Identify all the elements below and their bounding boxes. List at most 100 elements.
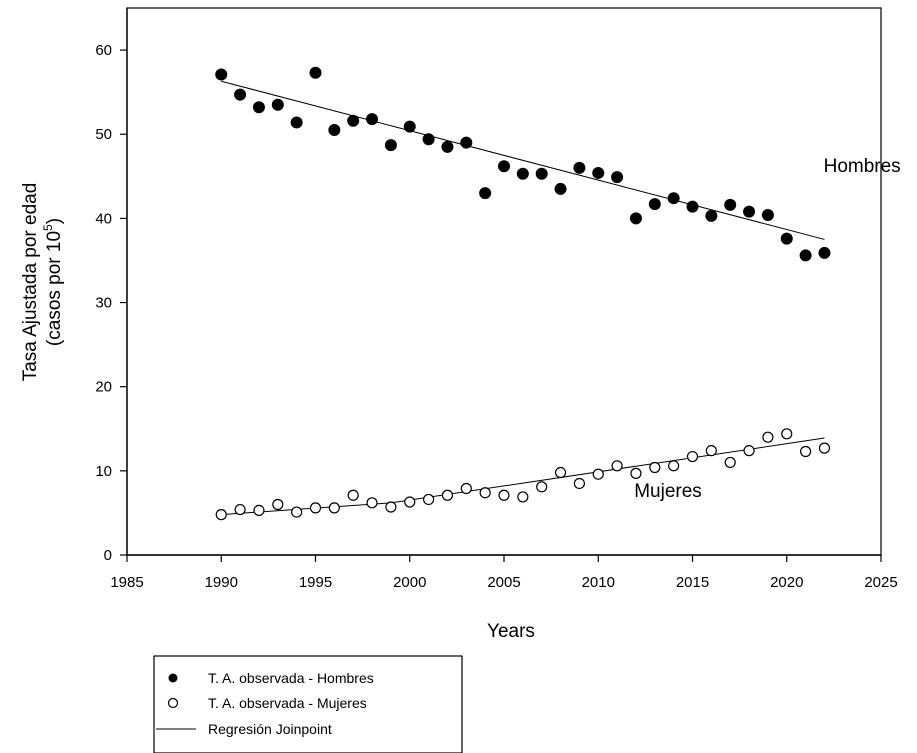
y-tick-label: 30 xyxy=(95,295,112,312)
point-hombres xyxy=(667,192,680,205)
point-hombres xyxy=(441,140,454,153)
point-hombres xyxy=(724,198,737,211)
point-mujeres xyxy=(630,467,642,479)
x-tick-label: 2020 xyxy=(770,574,803,591)
point-mujeres xyxy=(234,503,246,516)
legend-marker-mujeres xyxy=(167,697,179,709)
series-annotations: Hombres Mujeres xyxy=(634,156,900,502)
legend-marker-hombres xyxy=(168,673,178,683)
point-hombres xyxy=(761,209,774,222)
x-tick-label: 1990 xyxy=(205,574,238,591)
point-mujeres xyxy=(498,489,510,501)
point-mujeres xyxy=(592,468,604,480)
y-axis-title: Tasa Ajustada por edad (casos por 105) xyxy=(20,183,65,382)
point-hombres xyxy=(271,98,284,111)
point-mujeres xyxy=(479,487,491,499)
y-tick-label: 20 xyxy=(95,379,112,396)
point-mujeres xyxy=(536,481,548,493)
point-mujeres xyxy=(404,496,416,508)
x-tick-label: 2005 xyxy=(487,574,520,591)
point-mujeres xyxy=(423,493,435,506)
point-hombres xyxy=(422,133,435,146)
point-mujeres xyxy=(799,445,812,458)
point-hombres xyxy=(611,171,624,184)
regression-lines xyxy=(221,80,825,516)
point-mujeres xyxy=(611,460,623,472)
point-mujeres xyxy=(554,466,567,479)
y-axis-title-line2-text: (casos por 10 xyxy=(44,231,65,346)
y-tick-label: 60 xyxy=(95,42,112,59)
point-mujeres xyxy=(649,461,661,474)
point-hombres xyxy=(290,116,303,129)
x-axis-title: Years xyxy=(487,621,535,642)
x-tick-label: 2015 xyxy=(676,574,709,591)
point-hombres xyxy=(384,139,397,152)
regression-line-hombres xyxy=(221,80,825,240)
regression-line-mujeres xyxy=(221,437,825,516)
point-hombres xyxy=(686,200,699,213)
legend: T. A. observada - Hombres T. A. observad… xyxy=(153,655,463,753)
point-hombres xyxy=(234,88,247,101)
x-tick-label: 2025 xyxy=(864,574,897,591)
point-hombres xyxy=(309,66,322,79)
point-hombres xyxy=(535,167,548,180)
point-hombres xyxy=(743,205,756,218)
point-mujeres xyxy=(309,502,322,514)
point-hombres xyxy=(573,161,586,174)
x-tick-label: 1995 xyxy=(299,574,332,591)
point-hombres xyxy=(629,212,642,225)
point-mujeres xyxy=(724,456,736,469)
y-tick-label: 10 xyxy=(95,463,112,480)
y-tick-label: 40 xyxy=(95,210,112,227)
point-hombres xyxy=(799,249,812,262)
legend-label-hombres: T. A. observada - Hombres xyxy=(208,670,374,686)
point-hombres xyxy=(554,182,567,195)
point-mujeres xyxy=(441,489,454,501)
legend-label-mujeres: T. A. observada - Mujeres xyxy=(208,695,367,711)
y-tick-label: 50 xyxy=(95,126,112,143)
point-hombres xyxy=(479,187,492,200)
point-mujeres xyxy=(818,442,831,454)
point-mujeres xyxy=(460,482,472,495)
x-ticks: 1985 1990 1995 2000 2005 2010 2015 2020 2025 xyxy=(110,555,898,591)
point-hombres xyxy=(648,198,661,211)
point-mujeres xyxy=(668,460,680,472)
data-points xyxy=(215,66,831,521)
point-mujeres xyxy=(291,506,303,518)
point-mujeres xyxy=(328,502,340,514)
legend-box xyxy=(153,655,463,753)
point-hombres xyxy=(215,68,228,81)
y-tick-label: 0 xyxy=(104,547,112,564)
x-tick-label: 2010 xyxy=(582,574,615,591)
point-hombres xyxy=(516,167,529,180)
point-hombres xyxy=(780,232,793,245)
point-hombres xyxy=(705,209,718,222)
annotation-hombres: Hombres xyxy=(824,156,901,177)
point-mujeres xyxy=(272,498,284,511)
point-hombres xyxy=(366,113,379,126)
point-hombres xyxy=(592,166,605,179)
point-hombres xyxy=(460,136,473,149)
y-axis-title-line2: (casos por 105) xyxy=(41,218,65,346)
legend-label-regression: Regresión Joinpoint xyxy=(208,721,332,737)
y-axis-title-line1: Tasa Ajustada por edad xyxy=(20,183,41,382)
point-mujeres xyxy=(743,445,755,457)
point-mujeres xyxy=(215,509,227,521)
point-mujeres xyxy=(253,504,265,516)
point-mujeres xyxy=(705,445,717,457)
point-hombres xyxy=(252,101,265,114)
point-hombres xyxy=(498,160,510,173)
point-mujeres xyxy=(781,428,793,440)
point-mujeres xyxy=(517,491,529,503)
point-mujeres xyxy=(347,489,359,501)
point-hombres xyxy=(818,246,831,259)
point-mujeres xyxy=(385,501,397,513)
point-mujeres xyxy=(762,431,774,443)
y-axis-title-close: ) xyxy=(44,218,65,224)
point-mujeres xyxy=(366,497,378,509)
point-mujeres xyxy=(686,450,699,463)
x-tick-label: 1985 xyxy=(110,574,143,591)
point-hombres xyxy=(403,120,416,133)
y-ticks: 0 10 20 30 40 50 60 xyxy=(95,42,127,564)
